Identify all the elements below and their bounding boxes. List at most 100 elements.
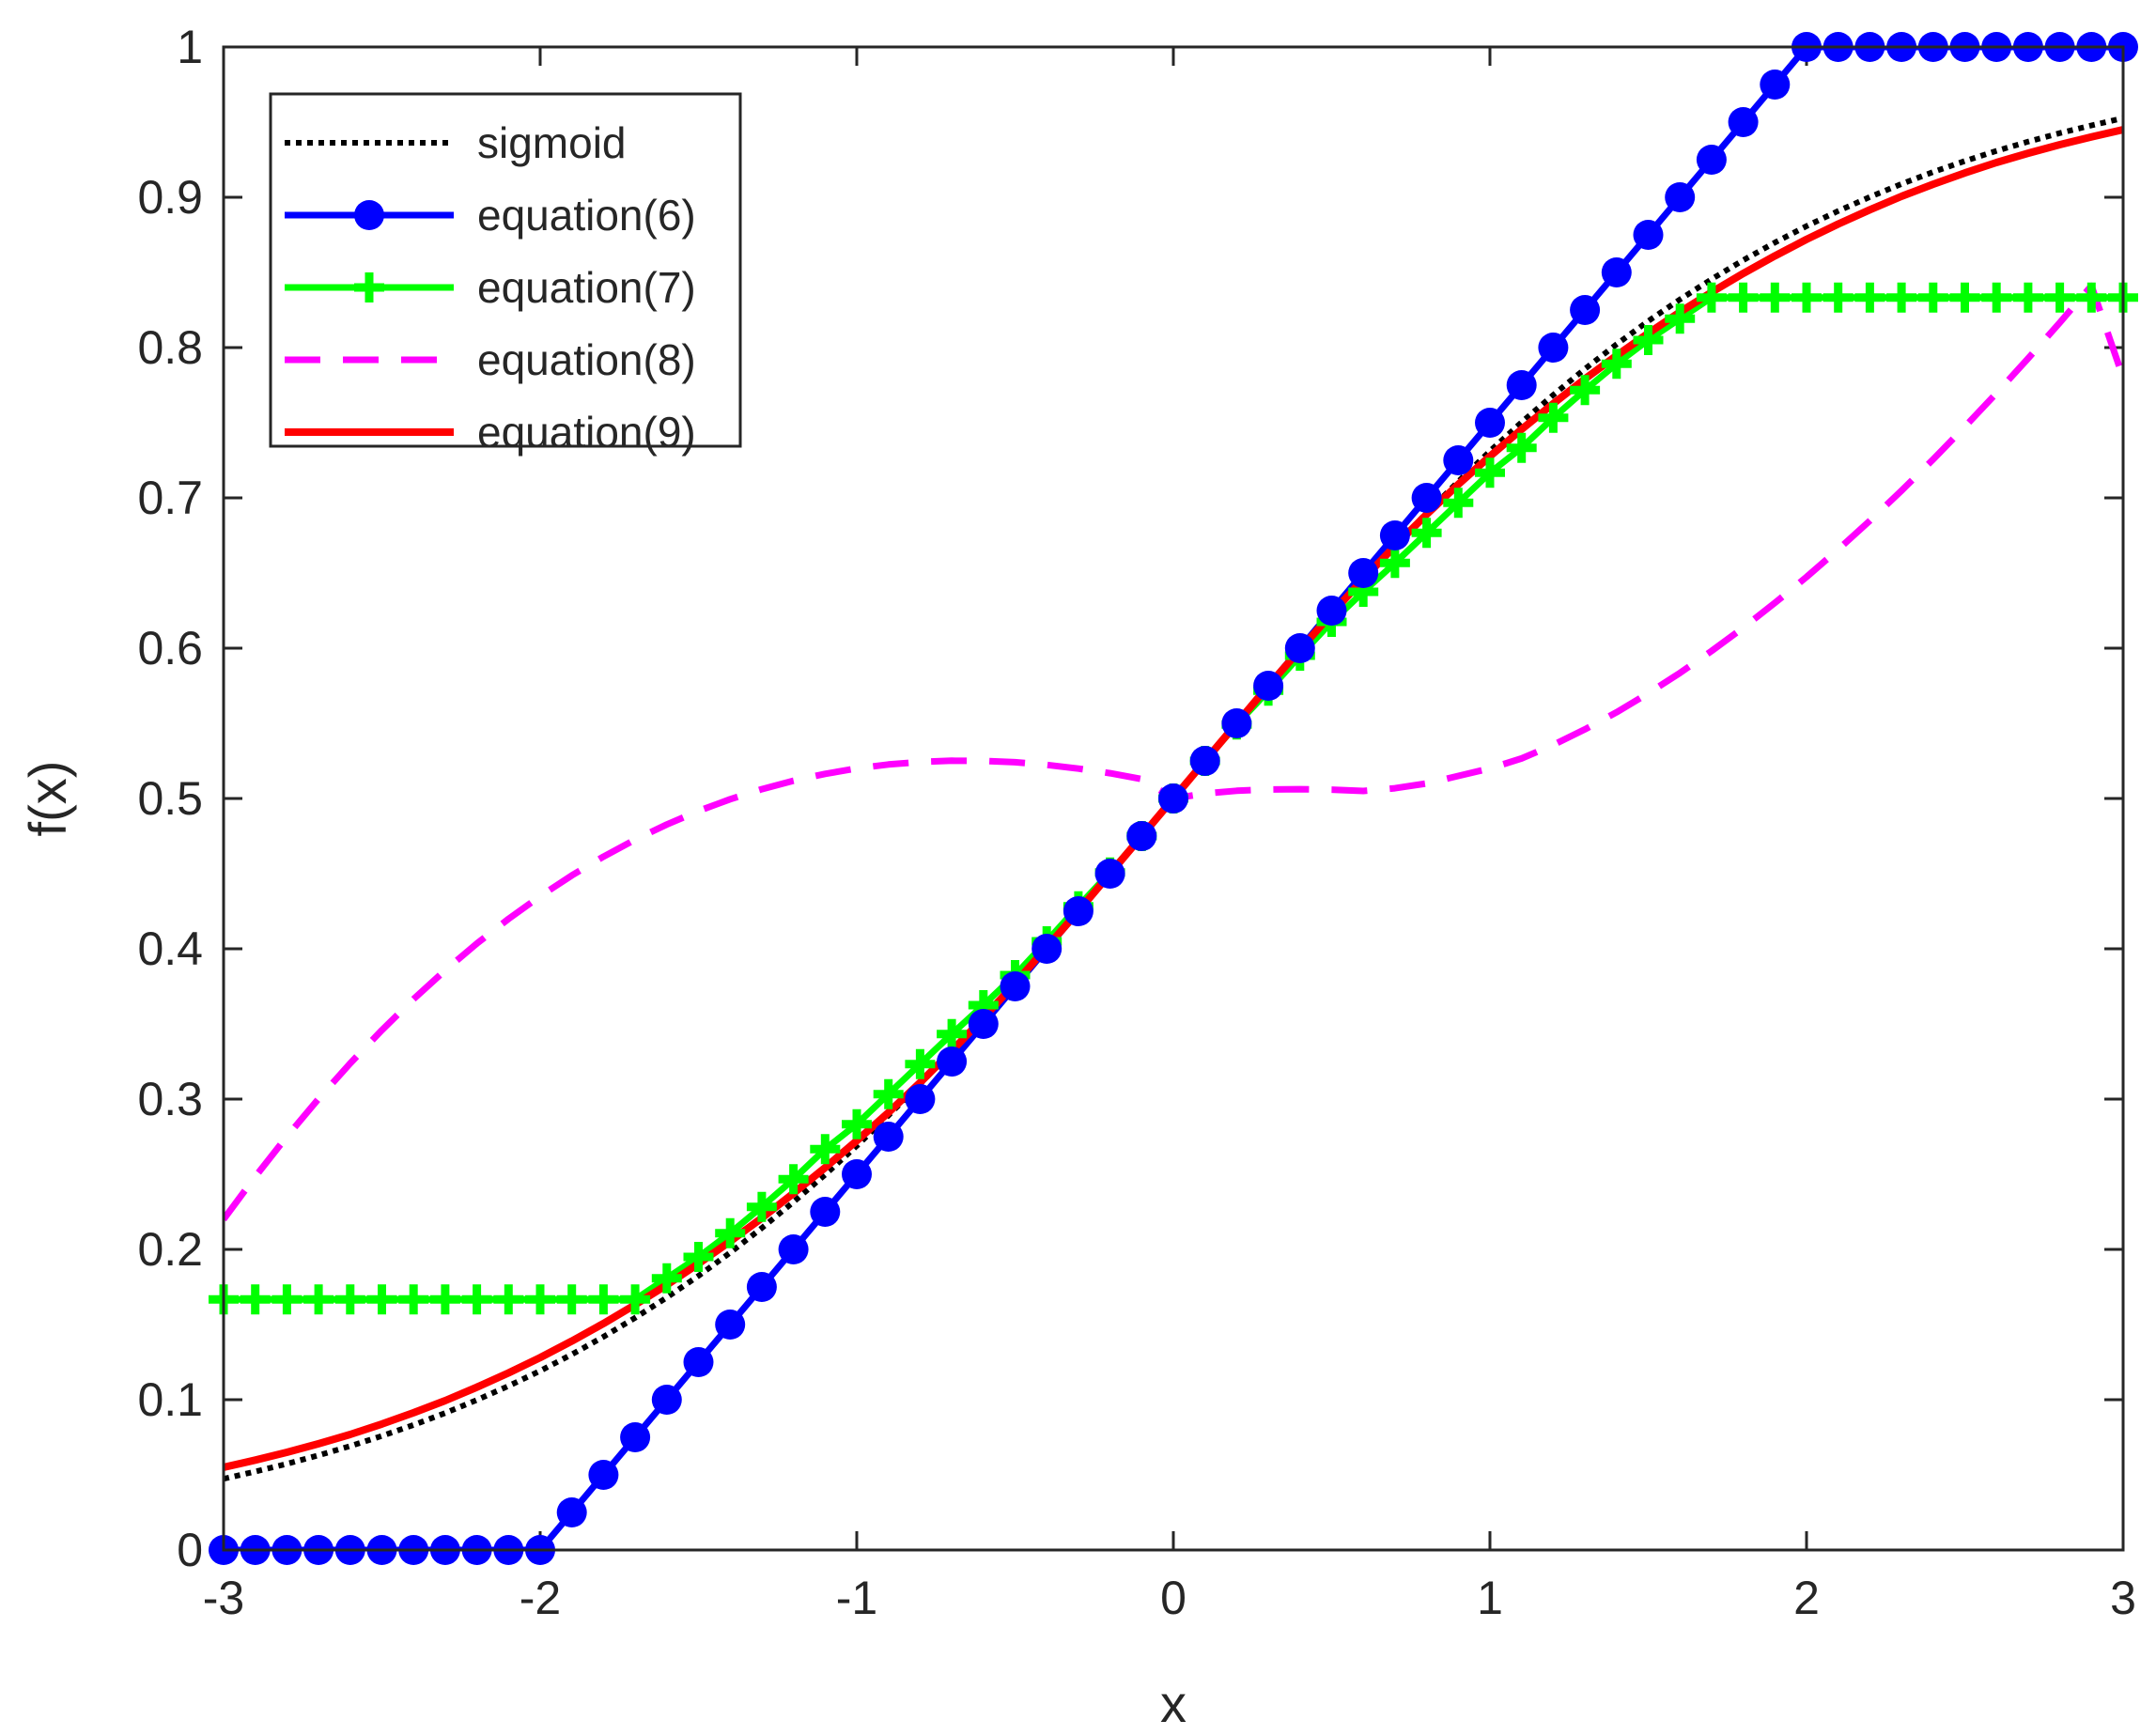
y-axis-label: f(x) [18,761,77,837]
x-tick-label: 2 [1793,1572,1820,1624]
x-tick-label: 1 [1477,1572,1503,1624]
data-point [1886,282,1917,313]
data-point [1633,325,1664,355]
data-point [905,1048,936,1079]
x-tick-label: 0 [1160,1572,1187,1624]
data-point [810,1197,841,1227]
data-point [1411,483,1442,513]
data-point [1158,783,1188,814]
data-point [398,1284,429,1315]
y-tick-label: 0.3 [137,1073,203,1125]
data-point [1981,282,2012,313]
data-point [1949,282,1980,313]
data-point [651,1263,682,1294]
legend-label: equation(9) [477,408,696,457]
data-point [1475,457,1505,488]
x-tick-label: -1 [836,1572,877,1624]
legend-label: equation(8) [477,335,696,384]
data-point [1379,548,1410,579]
data-point [778,1164,809,1195]
data-point [588,1284,619,1315]
data-point [1506,370,1537,400]
legend-marker [354,200,384,230]
data-point [905,1084,936,1114]
data-point [683,1347,714,1377]
data-point [683,1242,714,1272]
y-tick-label: 1 [177,21,203,73]
data-point [1917,282,1948,313]
x-tick-label: -2 [520,1572,561,1624]
data-point [873,1078,904,1109]
data-point [493,1284,524,1315]
y-tick-label: 0 [177,1524,203,1576]
data-point [1062,896,1094,926]
data-point [1823,282,1854,313]
x-axis-label: x [1160,1674,1187,1731]
legend-label: equation(7) [477,263,696,312]
data-point [1601,349,1632,380]
data-point [715,1310,746,1340]
data-point [1633,220,1664,250]
data-point [1253,671,1284,701]
legend-marker [354,272,384,302]
data-point [746,1272,777,1302]
data-point [1728,282,1759,313]
legend-label: equation(6) [477,191,696,240]
y-tick-label: 0.5 [137,772,203,825]
y-tick-label: 0.1 [137,1373,203,1426]
data-point [461,1284,492,1315]
data-point [1348,558,1379,588]
data-point [1601,257,1632,287]
data-point [842,1159,872,1189]
data-point [1126,821,1157,851]
data-point [525,1284,555,1315]
data-point [873,1122,904,1152]
y-tick-label: 0.2 [137,1223,203,1276]
legend: sigmoid equation(6) equation(7) equation(8)… [269,92,742,457]
data-point [778,1234,809,1264]
data-point [1665,303,1696,334]
tick-labels: -3 -2 -1 0 1 2 3 0 0.1 0.2 0.3 0.4 0.5 0.6 0.7 0.8 0.9 1 [137,21,2135,1624]
data-point [620,1422,651,1452]
data-point [1284,633,1315,663]
data-point [1411,518,1442,549]
data-point [715,1217,746,1248]
data-point [842,1108,872,1139]
data-point [556,1497,587,1527]
data-point [556,1284,587,1315]
data-point [1538,333,1569,363]
data-point [240,1284,271,1315]
data-point [1031,934,1062,964]
data-point [810,1134,841,1165]
data-point [1538,402,1569,433]
data-point [1728,107,1759,137]
y-tick-label: 0.6 [137,622,203,674]
y-tick-label: 0.8 [137,321,203,374]
data-point [1506,432,1537,463]
data-point [588,1460,619,1490]
data-point [366,1284,397,1315]
data-point [1094,859,1125,889]
x-tick-label: -3 [203,1572,244,1624]
y-tick-label: 0.9 [137,171,203,224]
data-point [1443,488,1474,519]
data-point [1570,295,1601,325]
data-point [1000,971,1031,1001]
data-point [968,1009,999,1039]
data-point [620,1284,651,1315]
data-point [303,1284,334,1315]
data-point [651,1385,682,1415]
data-point [1791,282,1822,313]
data-point [1760,70,1791,100]
data-point [1760,282,1791,313]
data-point [1696,145,1727,175]
data-point [2012,282,2043,313]
y-tick-label: 0.4 [137,922,203,975]
data-point [429,1284,460,1315]
data-point [1379,520,1410,550]
data-point [1854,282,1885,313]
data-point [2076,282,2107,313]
data-point [1665,182,1696,212]
